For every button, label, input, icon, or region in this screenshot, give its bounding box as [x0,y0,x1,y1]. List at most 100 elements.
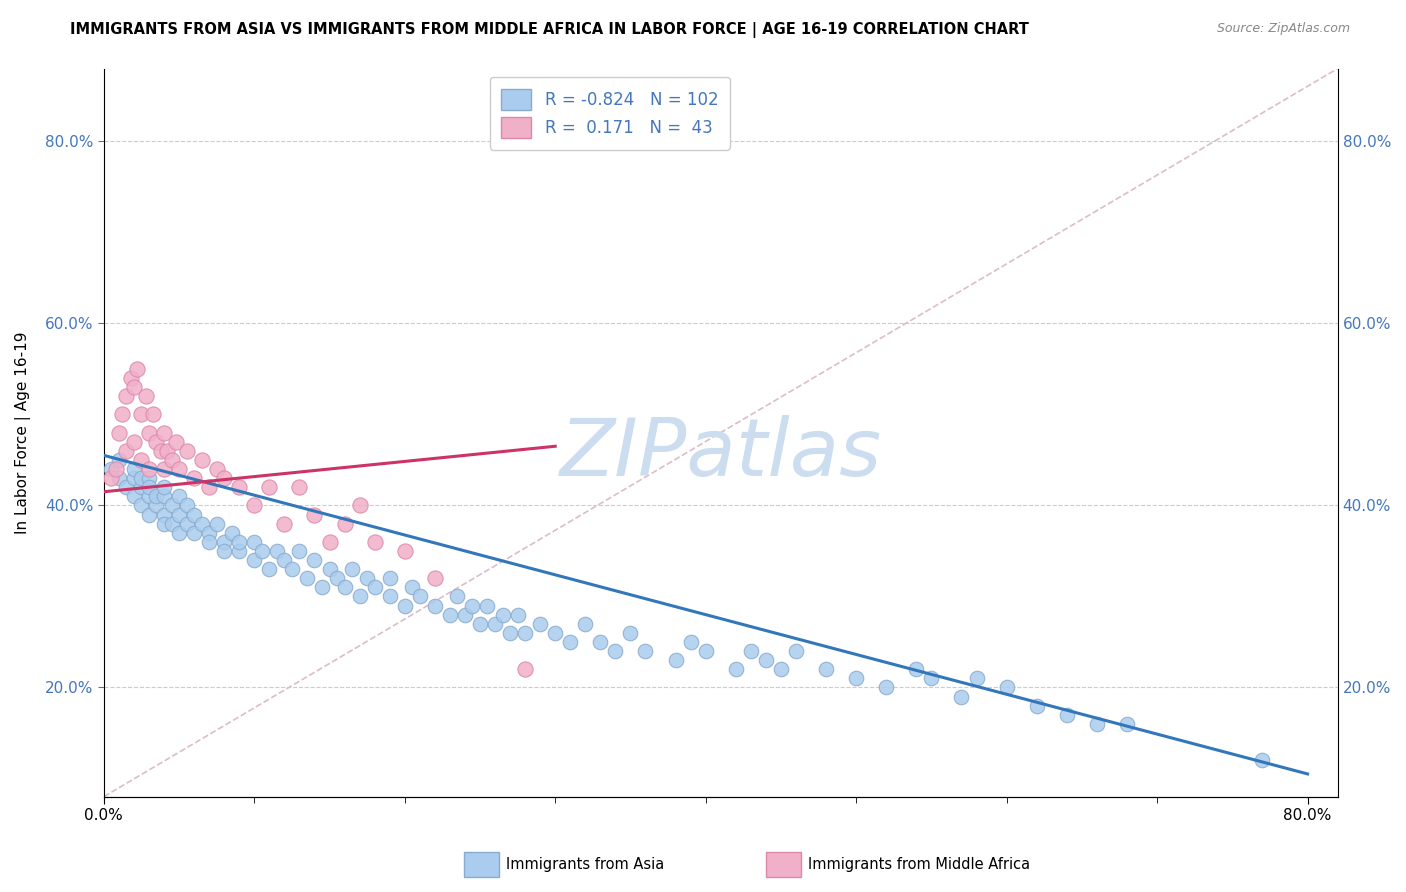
Point [115,389,138,403]
Point [755,653,778,667]
Point [153,425,176,440]
Point [153,489,176,503]
Point [138,480,160,494]
Point [100,471,122,485]
Point [153,516,176,531]
Text: Immigrants from Middle Africa: Immigrants from Middle Africa [808,857,1031,871]
Point [100,462,122,476]
Point [183,508,205,522]
Point [108,471,131,485]
Point [363,580,385,594]
Point [499,625,522,640]
Point [394,599,416,613]
Point [212,534,235,549]
Point [198,525,221,540]
Point [131,471,153,485]
Point [905,662,928,676]
Point [724,662,747,676]
Point [950,690,973,704]
Point [135,389,157,403]
Point [356,571,378,585]
Point [167,525,190,540]
Point [513,625,536,640]
Point [295,571,318,585]
Point [125,362,148,376]
Point [740,644,762,658]
Point [131,408,153,422]
Point [1085,717,1108,731]
Point [138,471,160,485]
Point [104,462,127,476]
Point [198,480,221,494]
Text: Immigrants from Asia: Immigrants from Asia [506,857,665,871]
Point [1116,717,1139,731]
Point [401,580,423,594]
Point [160,453,183,467]
Point [205,516,228,531]
Point [228,534,250,549]
Point [966,671,988,685]
Point [167,462,190,476]
Point [506,607,529,622]
Point [340,562,363,576]
Point [484,616,506,631]
Point [120,371,142,385]
Point [318,534,340,549]
Point [259,562,281,576]
Point [145,499,167,513]
Point [288,544,311,558]
Point [619,625,641,640]
Point [228,544,250,558]
Point [454,607,477,622]
Point [183,471,205,485]
Point [311,580,333,594]
Point [142,408,165,422]
Point [190,453,212,467]
Point [785,644,807,658]
Point [145,489,167,503]
Point [122,489,145,503]
Point [176,499,198,513]
Point [634,644,657,658]
Point [477,599,499,613]
Point [108,425,131,440]
Point [468,616,491,631]
Point [574,616,596,631]
Point [160,499,183,513]
Point [156,443,179,458]
Point [326,571,349,585]
Point [122,380,145,394]
Point [243,534,266,549]
Point [288,480,311,494]
Point [212,544,235,558]
Point [304,553,326,567]
Point [995,681,1018,695]
Point [589,635,612,649]
Point [409,590,432,604]
Point [221,525,243,540]
Point [529,616,551,631]
Point [318,562,340,576]
Point [679,635,702,649]
Point [333,516,356,531]
Point [1056,707,1078,722]
Text: IMMIGRANTS FROM ASIA VS IMMIGRANTS FROM MIDDLE AFRICA IN LABOR FORCE | AGE 16-19: IMMIGRANTS FROM ASIA VS IMMIGRANTS FROM … [70,22,1029,38]
Point [664,653,686,667]
Point [446,590,468,604]
Point [815,662,838,676]
Point [439,607,461,622]
Point [122,471,145,485]
Point [349,590,371,604]
Point [176,516,198,531]
Point [266,544,288,558]
Point [243,553,266,567]
Point [131,453,153,467]
Point [138,425,160,440]
Point [138,489,160,503]
Point [513,662,536,676]
Point [695,644,717,658]
Point [108,453,131,467]
Point [423,571,446,585]
Point [605,644,627,658]
Point [111,408,134,422]
